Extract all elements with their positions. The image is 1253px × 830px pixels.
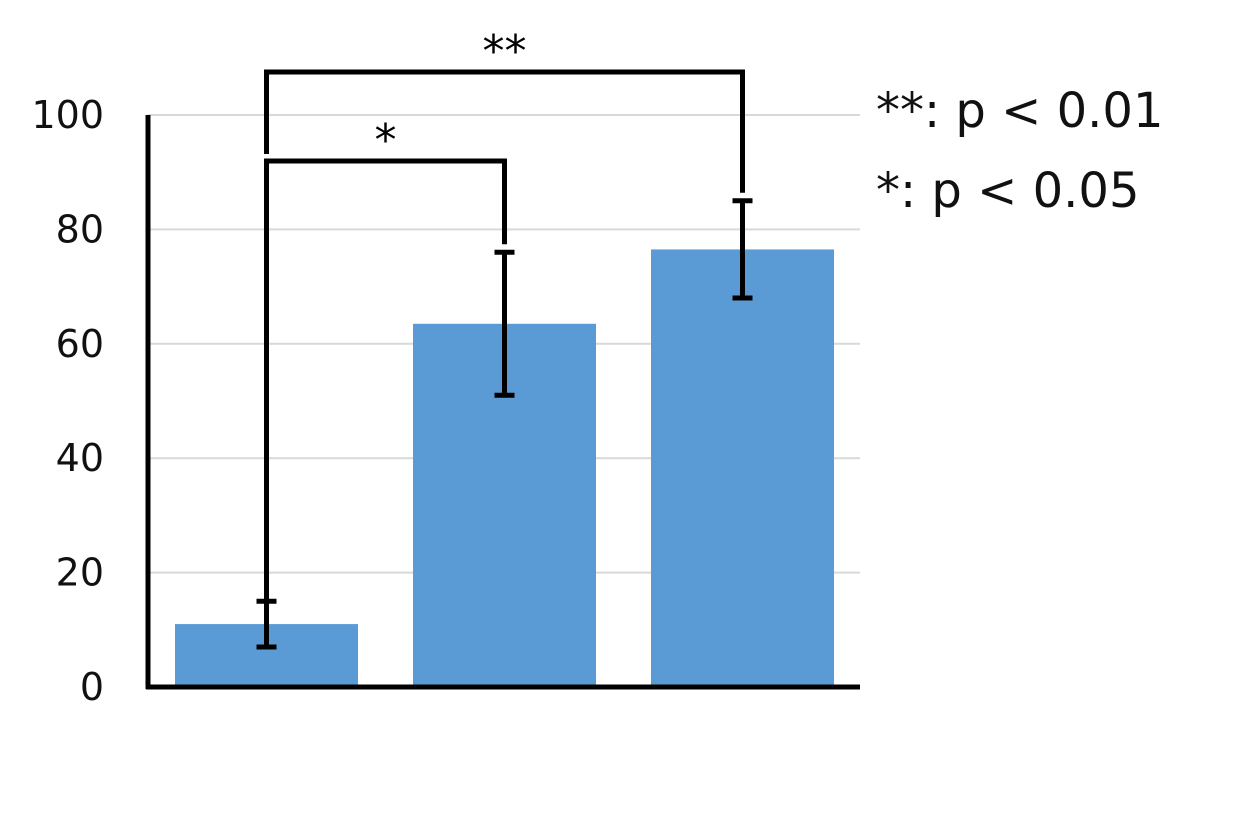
legend-item: **: p < 0.01 (876, 83, 1164, 139)
y-tick-label: 100 (31, 93, 104, 137)
y-tick-label: 60 (56, 322, 104, 366)
axes (145, 115, 860, 690)
y-tick-label: 0 (80, 665, 104, 709)
significance-bracket (264, 158, 507, 600)
legend-item: *: p < 0.05 (876, 163, 1140, 219)
y-tick-label: 80 (56, 207, 104, 251)
significance-label: * (375, 115, 397, 166)
significance-legend: **: p < 0.01 *: p < 0.05 (876, 83, 1164, 219)
significance-brackets: *** (264, 26, 745, 600)
significance-bracket (264, 69, 745, 193)
bars (175, 249, 834, 688)
y-tick-label: 40 (56, 436, 104, 480)
y-tick-label: 20 (56, 551, 104, 595)
y-tick-labels: 0 20 40 60 80 100 (31, 93, 104, 709)
significance-label: ** (483, 26, 527, 77)
error-bars (256, 198, 753, 650)
bar (651, 249, 834, 688)
